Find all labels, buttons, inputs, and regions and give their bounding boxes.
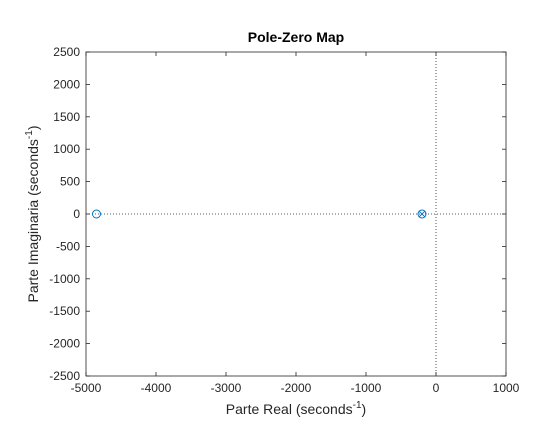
y-tick-label: 2000 bbox=[53, 77, 80, 91]
x-axis-label: Parte Real (seconds-1) bbox=[226, 400, 366, 417]
y-tick-label: -500 bbox=[56, 239, 80, 253]
y-tick-label: 0 bbox=[73, 207, 80, 221]
x-tick-label: 0 bbox=[433, 381, 440, 395]
chart-title: Pole-Zero Map bbox=[248, 29, 344, 45]
x-tick-label: -2000 bbox=[281, 381, 312, 395]
x-axis-label-main: Parte Real (seconds bbox=[226, 401, 353, 417]
y-tick-label: -2500 bbox=[49, 369, 80, 383]
x-tick-label: 1000 bbox=[493, 381, 520, 395]
x-tick-label: -4000 bbox=[141, 381, 172, 395]
y-tick-label: -1500 bbox=[49, 304, 80, 318]
y-tick-label: -1000 bbox=[49, 272, 80, 286]
y-axis-label-main: Parte Imaginaria (seconds bbox=[25, 139, 41, 302]
x-tick-label: -1000 bbox=[351, 381, 382, 395]
y-axis-label: Parte Imaginaria (seconds-1) bbox=[24, 126, 41, 303]
y-tick-label: 2500 bbox=[53, 45, 80, 59]
y-tick-label: -2000 bbox=[49, 337, 80, 351]
y-tick-label: 1000 bbox=[53, 142, 80, 156]
x-axis-label-end: ) bbox=[362, 401, 367, 417]
y-tick-label: 1500 bbox=[53, 110, 80, 124]
y-tick-label: 500 bbox=[60, 175, 80, 189]
x-tick-label: -3000 bbox=[211, 381, 242, 395]
y-axis-label-end: ) bbox=[25, 126, 41, 131]
x-tick-label: -5000 bbox=[71, 381, 102, 395]
